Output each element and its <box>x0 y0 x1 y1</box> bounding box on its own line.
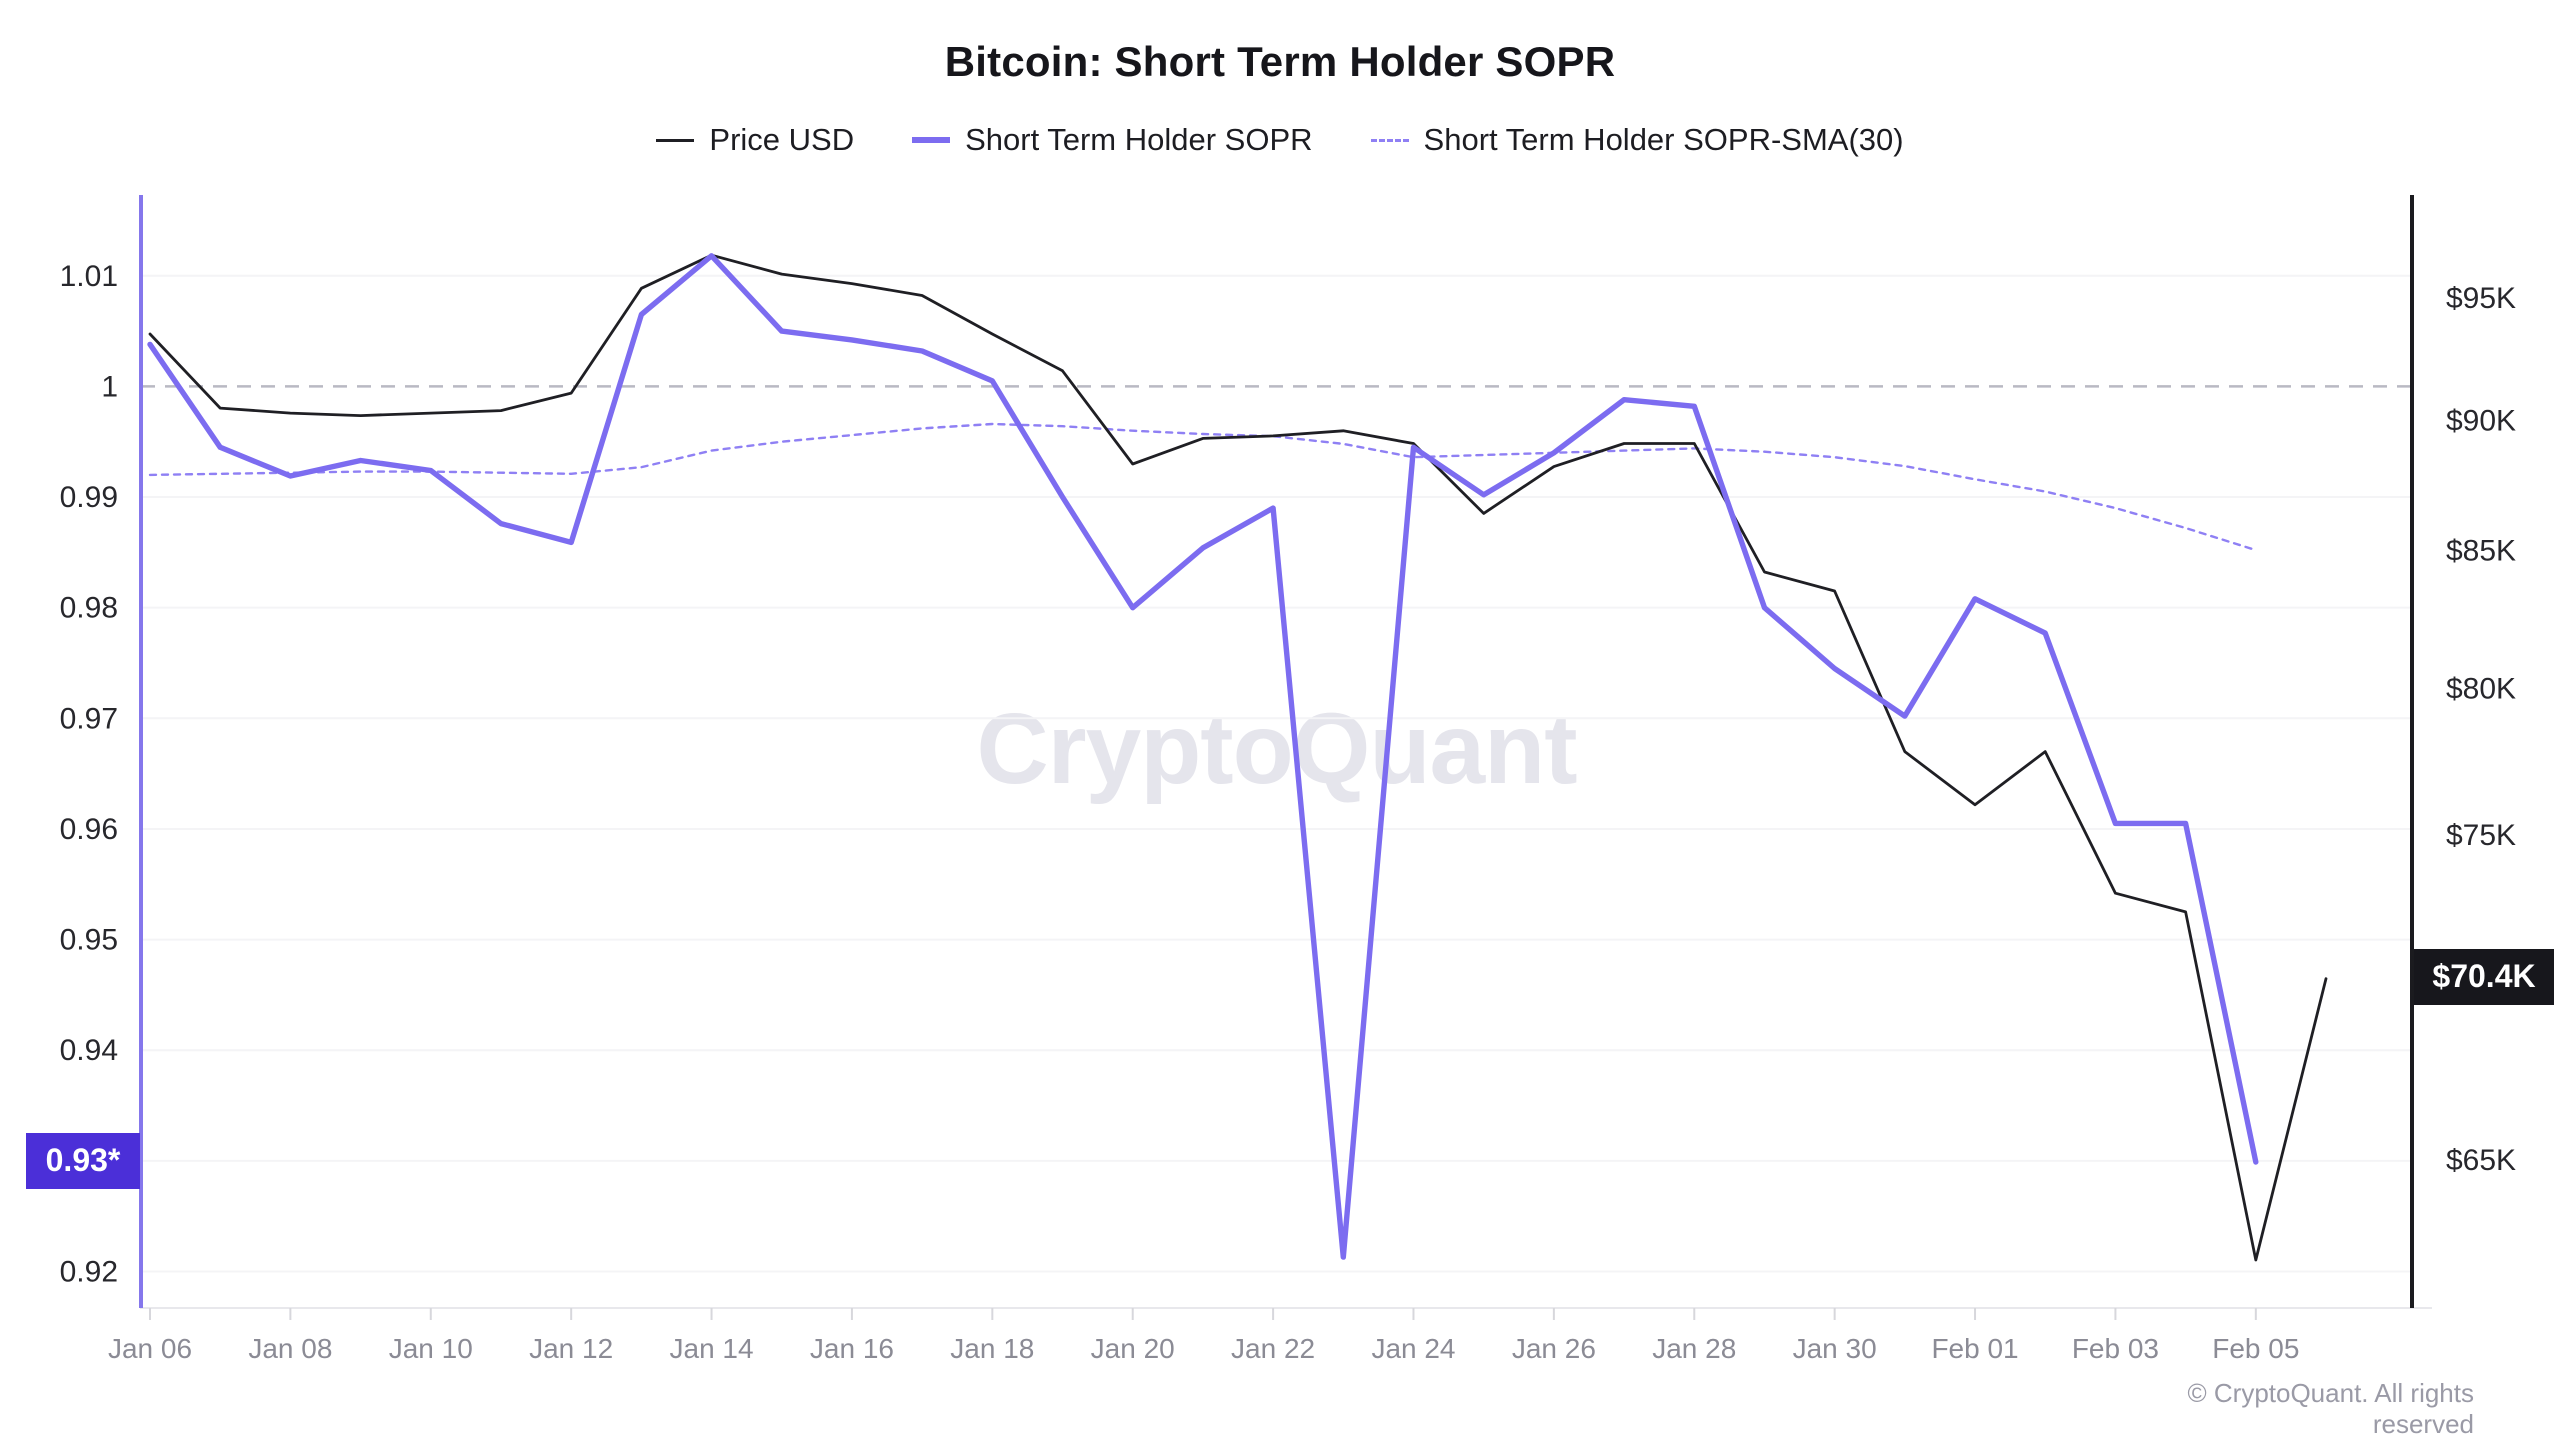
series-price-usd-line[interactable] <box>148 253 2328 1262</box>
x-axis-tick-label: Feb 03 <box>2072 1333 2159 1364</box>
line-marker-icon <box>656 138 695 142</box>
x-axis-tick-label: Jan 06 <box>108 1333 192 1364</box>
legend-item-label: Price USD <box>709 122 855 157</box>
x-axis-tick-label: Jan 18 <box>950 1333 1034 1364</box>
x-axis-tick-label: Jan 26 <box>1512 1333 1596 1364</box>
x-axis-tick-label: Jan 10 <box>389 1333 473 1364</box>
copyright: © CryptoQuant. All rights reserved <box>2187 1378 2475 1439</box>
x-axis-tick-label: Feb 05 <box>2212 1333 2299 1364</box>
legend-item-sopr[interactable]: Short Term Holder SOPR <box>912 122 1313 158</box>
x-axis-tick-label: Jan 08 <box>248 1333 332 1364</box>
legend-item-label: Short Term Holder SOPR-SMA(30) <box>1423 122 1904 157</box>
right-axis-current-badge: $70.4K <box>2414 948 2554 1005</box>
x-axis-tick-label: Jan 16 <box>810 1333 894 1364</box>
y-left-tick-label: 0.97 <box>60 702 118 735</box>
y-right-tick-label: $80K <box>2446 672 2516 705</box>
watermark: CryptoQuant <box>976 693 1577 805</box>
y-left-tick-label: 0.96 <box>60 813 118 846</box>
series-sopr-sma30-line[interactable] <box>148 422 2257 552</box>
y-right-tick-label: $90K <box>2446 405 2516 438</box>
x-axis-tick-label: Jan 20 <box>1091 1333 1175 1364</box>
x-axis-tick-label: Jan 22 <box>1231 1333 1315 1364</box>
y-left-tick-label: 0.99 <box>60 481 118 514</box>
y-left-tick-label: 0.95 <box>60 924 118 957</box>
legend-item-label: Short Term Holder SOPR <box>965 122 1313 157</box>
x-axis-tick-label: Jan 28 <box>1652 1333 1736 1364</box>
y-left-tick-label: 1.01 <box>60 260 118 293</box>
y-right-tick-label: $95K <box>2446 282 2516 315</box>
x-axis-tick-label: Feb 01 <box>1931 1333 2018 1364</box>
x-axis-tick-label: Jan 12 <box>529 1333 613 1364</box>
x-axis-tick-label: Jan 14 <box>670 1333 754 1364</box>
x-axis-tick-label: Jan 30 <box>1793 1333 1877 1364</box>
line-marker-icon <box>912 137 951 143</box>
series-sopr-line[interactable] <box>147 253 2259 1260</box>
y-left-tick-label: 1 <box>101 370 118 403</box>
y-left-tick-label: 0.94 <box>60 1034 118 1067</box>
y-right-tick-label: $65K <box>2446 1144 2516 1177</box>
legend: Price USD Short Term Holder SOPR Short Ter… <box>0 122 2560 158</box>
x-axis-tick-label: Jan 24 <box>1371 1333 1455 1364</box>
left-axis-current-badge: 0.93* <box>26 1132 140 1189</box>
y-right-tick-label: $85K <box>2446 535 2516 568</box>
y-left-tick-label: 0.98 <box>60 592 118 625</box>
chart-title: Bitcoin: Short Term Holder SOPR <box>944 38 1616 85</box>
legend-item-sopr-sma30[interactable]: Short Term Holder SOPR-SMA(30) <box>1370 122 1904 158</box>
dashed-line-marker-icon <box>1370 138 1409 142</box>
y-left-tick-label: 0.92 <box>60 1255 118 1288</box>
legend-item-price-usd[interactable]: Price USD <box>656 122 854 158</box>
y-right-tick-label: $75K <box>2446 819 2516 852</box>
